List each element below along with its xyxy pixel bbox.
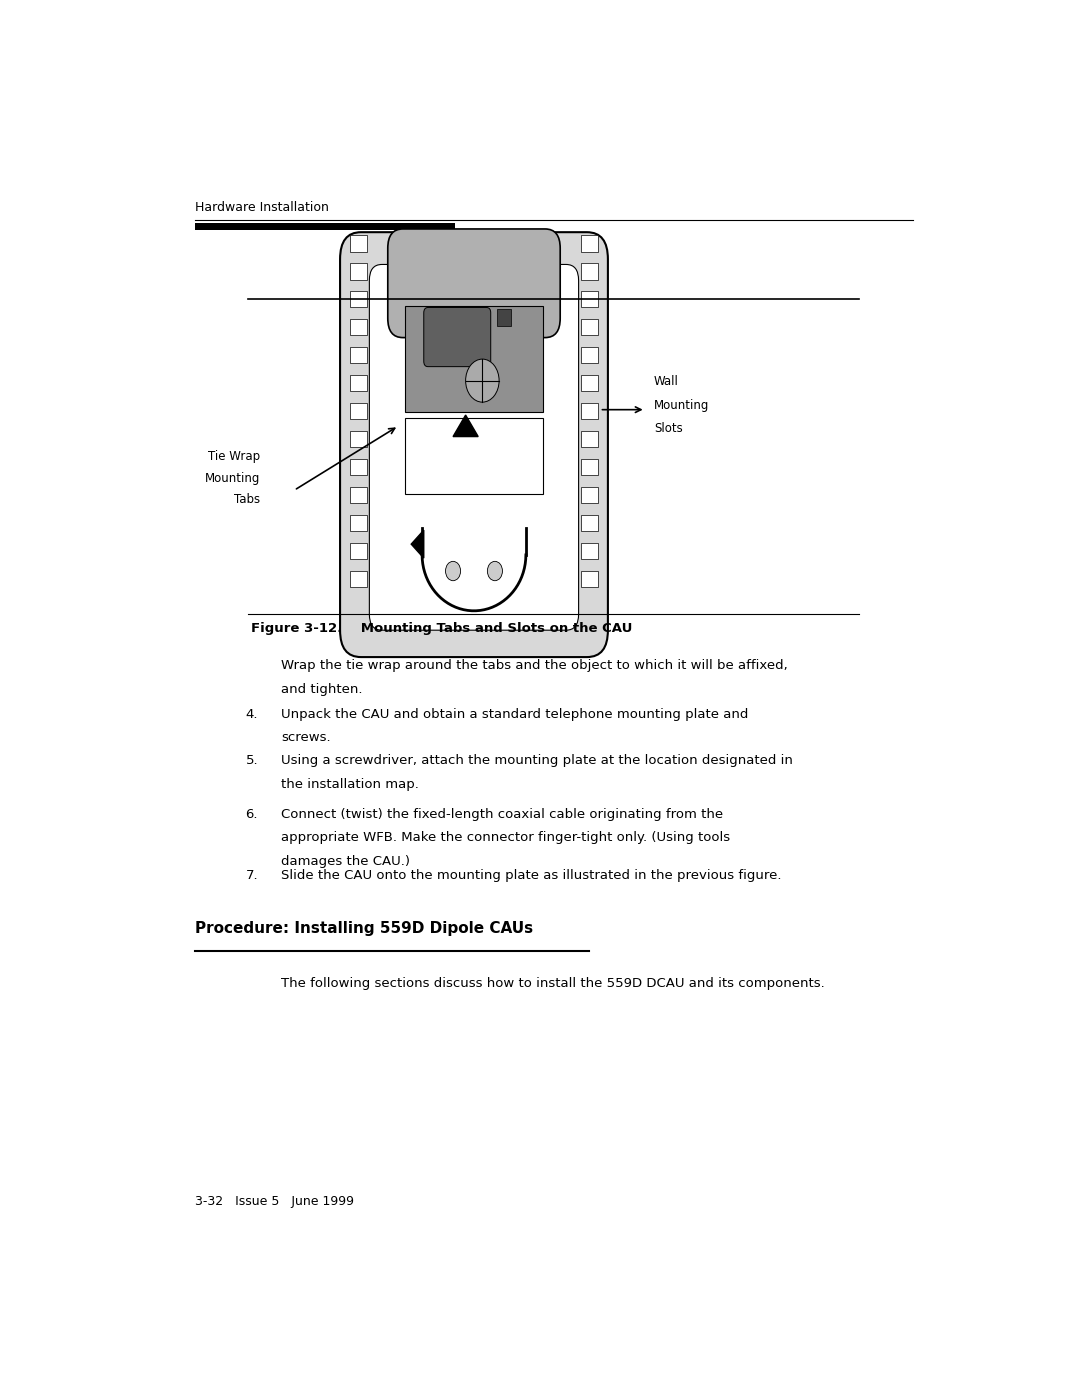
FancyBboxPatch shape: [388, 229, 561, 338]
Text: Wall: Wall: [653, 376, 679, 388]
Bar: [350, 376, 367, 391]
Text: Wrap the tie wrap around the tabs and the object to which it will be affixed,: Wrap the tie wrap around the tabs and th…: [282, 659, 788, 672]
FancyBboxPatch shape: [340, 232, 608, 657]
Bar: [350, 571, 367, 587]
Bar: [581, 571, 598, 587]
Text: Mounting: Mounting: [205, 472, 260, 485]
Bar: [350, 320, 367, 335]
Polygon shape: [411, 529, 423, 559]
Text: 3-32   Issue 5   June 1999: 3-32 Issue 5 June 1999: [195, 1194, 354, 1208]
Bar: [498, 309, 511, 326]
Bar: [350, 432, 367, 447]
Bar: [581, 404, 598, 419]
Text: Mounting: Mounting: [653, 398, 710, 412]
Bar: [581, 432, 598, 447]
Text: the installation map.: the installation map.: [282, 778, 419, 791]
Text: screws.: screws.: [282, 731, 332, 745]
Text: appropriate WFB. Make the connector finger-tight only. (Using tools: appropriate WFB. Make the connector fing…: [282, 831, 730, 844]
Bar: [405, 418, 542, 493]
Text: 7.: 7.: [245, 869, 258, 882]
Text: Using a screwdriver, attach the mounting plate at the location designated in: Using a screwdriver, attach the mounting…: [282, 754, 794, 767]
Text: damages the CAU.): damages the CAU.): [282, 855, 410, 868]
Text: Unpack the CAU and obtain a standard telephone mounting plate and: Unpack the CAU and obtain a standard tel…: [282, 708, 748, 721]
Text: Tabs: Tabs: [234, 493, 260, 507]
Bar: [350, 543, 367, 559]
Circle shape: [446, 562, 460, 581]
Bar: [581, 236, 598, 251]
Bar: [581, 292, 598, 307]
Text: and tighten.: and tighten.: [282, 683, 363, 696]
Bar: [581, 543, 598, 559]
Bar: [581, 264, 598, 279]
Text: Slots: Slots: [653, 422, 683, 436]
FancyBboxPatch shape: [423, 307, 490, 366]
Bar: [350, 236, 367, 251]
Bar: [581, 488, 598, 503]
Text: Connect (twist) the fixed-length coaxial cable originating from the: Connect (twist) the fixed-length coaxial…: [282, 807, 724, 820]
Text: Procedure: Installing 559D Dipole CAUs: Procedure: Installing 559D Dipole CAUs: [195, 921, 534, 936]
Text: 4.: 4.: [245, 708, 258, 721]
Bar: [350, 515, 367, 531]
Circle shape: [487, 562, 502, 581]
Bar: [581, 348, 598, 363]
Bar: [350, 460, 367, 475]
Text: 6.: 6.: [245, 807, 258, 820]
Bar: [195, 222, 455, 231]
Text: The following sections discuss how to install the 559D DCAU and its components.: The following sections discuss how to in…: [282, 977, 825, 989]
Bar: [581, 515, 598, 531]
Bar: [350, 488, 367, 503]
Text: Tie Wrap: Tie Wrap: [208, 450, 260, 464]
Bar: [350, 292, 367, 307]
Bar: [581, 320, 598, 335]
Circle shape: [465, 359, 499, 402]
FancyBboxPatch shape: [369, 264, 579, 630]
Bar: [350, 348, 367, 363]
Text: Slide the CAU onto the mounting plate as illustrated in the previous figure.: Slide the CAU onto the mounting plate as…: [282, 869, 782, 882]
Bar: [405, 306, 542, 412]
Text: Figure 3-12.    Mounting Tabs and Slots on the CAU: Figure 3-12. Mounting Tabs and Slots on …: [251, 622, 632, 634]
Bar: [581, 376, 598, 391]
Bar: [350, 404, 367, 419]
Bar: [350, 264, 367, 279]
Text: 5.: 5.: [245, 754, 258, 767]
Polygon shape: [454, 415, 478, 437]
Bar: [581, 460, 598, 475]
Text: Hardware Installation: Hardware Installation: [195, 201, 329, 214]
